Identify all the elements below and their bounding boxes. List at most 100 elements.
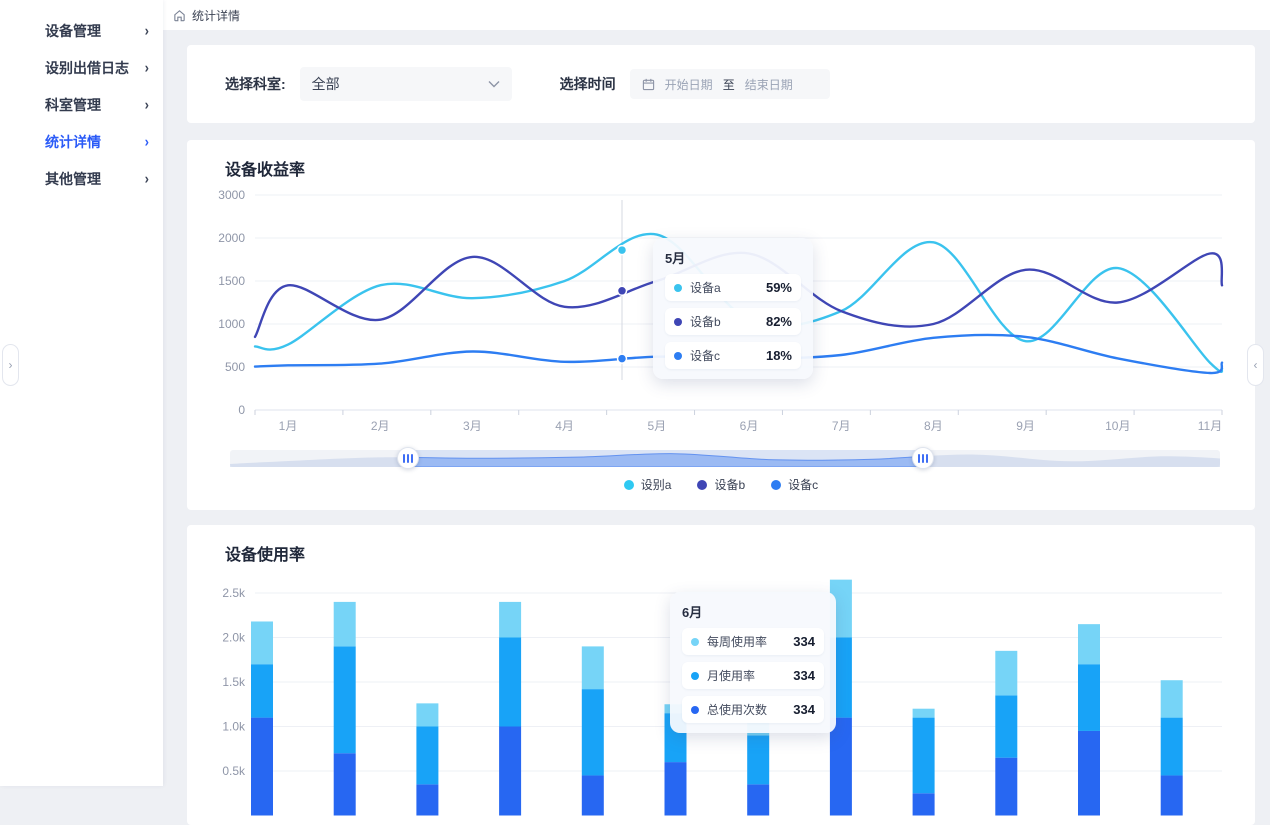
y-axis-label: 2.5k (222, 586, 246, 600)
bar-segment-8月-0[interactable] (829, 717, 852, 816)
x-axis-label: 10月 (1105, 419, 1130, 433)
bar-segment-12月-2[interactable] (1160, 680, 1183, 718)
tooltip-title: 5月 (665, 251, 686, 266)
datazoom-left-handle[interactable] (397, 447, 420, 469)
series-dot (691, 705, 699, 714)
datazoom-wave (408, 453, 923, 467)
bar-segment-10月-0[interactable] (995, 757, 1018, 816)
chevron-right-icon: › (144, 170, 149, 187)
usage-chart-tooltip: 6月 每周使用率 334 月使用率 334 总使用次数 334 (670, 592, 836, 733)
bar-segment-5月-0[interactable] (581, 775, 604, 816)
datazoom-right-handle[interactable] (912, 447, 934, 469)
sidebar-expand-button[interactable]: › (2, 344, 19, 386)
tooltip-row: 设备c 18% (665, 342, 801, 369)
chevron-down-icon (488, 81, 500, 88)
bar-segment-3月-1[interactable] (416, 726, 439, 785)
end-date-input[interactable]: 结束日期 (744, 77, 793, 92)
y-axis-label: 2000 (218, 231, 245, 245)
sidebar-item-label: 统计详情 (45, 133, 101, 150)
bar-segment-12月-0[interactable] (1160, 775, 1183, 816)
y-axis-label: 1000 (218, 317, 245, 331)
panel-collapse-button[interactable]: ‹ (1247, 344, 1264, 386)
bar-segment-1月-0[interactable] (251, 717, 273, 816)
y-axis-label: 1.0k (222, 720, 246, 734)
usage-chart-title: 设备使用率 (225, 547, 306, 564)
sidebar-item-lending-log[interactable]: 设别出借日志 › (0, 49, 163, 86)
bar-segment-10月-1[interactable] (995, 695, 1018, 758)
department-select[interactable]: 全部 (299, 67, 512, 101)
bar-segment-2月-0[interactable] (333, 753, 356, 816)
time-filter-label: 选择时间 (559, 76, 616, 92)
bar-segment-3月-2[interactable] (416, 703, 439, 727)
bar-segment-9月-0[interactable] (912, 793, 935, 816)
start-date-input[interactable]: 开始日期 (664, 77, 713, 92)
bar-segment-4月-2[interactable] (499, 601, 522, 638)
x-axis-label: 2月 (371, 419, 390, 433)
chevron-right-icon: › (144, 59, 149, 76)
sidebar-item-statistics-detail[interactable]: 统计详情 › (0, 123, 163, 160)
bar-segment-1月-1[interactable] (251, 664, 273, 718)
datazoom-window[interactable] (408, 450, 923, 467)
revenue-chart-card: 设备收益率 0 500 1000 1500 2000 3000 1月 2月 3月 4月 5月 6月 7月… (187, 140, 1255, 510)
y-axis-label: 0 (238, 403, 245, 417)
bar-segment-7月-0[interactable] (747, 784, 770, 816)
x-axis-label: 8月 (924, 419, 943, 433)
datazoom-slider[interactable] (230, 447, 1220, 469)
sidebar-item-department-management[interactable]: 科室管理 › (0, 86, 163, 123)
bar-segment-12月-1[interactable] (1160, 717, 1183, 776)
bar-segment-2月-1[interactable] (333, 646, 356, 754)
department-select-value: 全部 (311, 76, 340, 92)
bar-segment-11月-1[interactable] (1078, 664, 1100, 731)
y-axis-label: 3000 (218, 188, 245, 202)
bar-segment-1月-2[interactable] (251, 621, 273, 665)
x-axis-label: 9月 (1016, 419, 1035, 433)
y-axis-label: 1500 (218, 274, 245, 288)
x-axis-label: 7月 (832, 419, 851, 433)
bar-segment-3月-0[interactable] (416, 784, 439, 816)
x-axis-label: 5月 (647, 419, 666, 433)
bar-segment-9月-2[interactable] (912, 708, 935, 718)
bar-segment-7月-1[interactable] (747, 735, 770, 785)
revenue-chart-tooltip: 5月 设备a 59% 设备b 82% 设备c 18% (653, 238, 813, 379)
legend-item-device-a[interactable]: 设别a (623, 476, 671, 493)
x-axis-label: 4月 (555, 419, 574, 433)
filter-bar: 选择科室: 全部 选择时间 开始日期 至 结束日期 (187, 45, 1255, 123)
x-axis-label: 6月 (740, 419, 759, 433)
x-axis-label: 11月 (1198, 419, 1222, 433)
bar-segment-4月-1[interactable] (499, 637, 522, 727)
series-dot (674, 283, 682, 292)
bar-segment-5月-2[interactable] (581, 646, 604, 690)
y-axis-label: 0.5k (222, 764, 246, 778)
y-axis-label: 500 (225, 360, 245, 374)
chevron-right-icon: › (144, 22, 149, 39)
revenue-chart-legend: 设别a 设备b 设备c (187, 476, 1255, 493)
date-range-picker[interactable]: 开始日期 至 结束日期 (629, 69, 830, 99)
tooltip-row: 设备a 59% (665, 274, 801, 301)
chevron-right-icon: › (144, 96, 149, 113)
chevron-right-icon: › (144, 133, 149, 150)
bar-segment-2月-2[interactable] (333, 601, 356, 647)
x-axis-label: 1月 (279, 419, 298, 433)
bar-segment-6月-0[interactable] (664, 762, 687, 816)
bar-segment-10月-2[interactable] (995, 650, 1018, 696)
bar-segment-9月-1[interactable] (912, 717, 935, 794)
legend-item-device-b[interactable]: 设备b (697, 476, 745, 493)
home-icon[interactable] (173, 9, 186, 22)
legend-item-device-c[interactable]: 设备c (771, 476, 818, 493)
department-filter-label: 选择科室: (225, 76, 286, 92)
revenue-line-chart: 0 500 1000 1500 2000 3000 1月 2月 3月 4月 5月 6月 7月 8月 9月 10… (218, 188, 1224, 433)
bar-segment-11月-0[interactable] (1078, 730, 1100, 816)
calendar-icon (642, 78, 654, 90)
sidebar-item-device-management[interactable]: 设备管理 › (0, 12, 163, 49)
bar-segment-5月-1[interactable] (581, 689, 604, 776)
legend-dot (697, 479, 708, 490)
series-dot (674, 317, 682, 326)
tooltip-row: 月使用率 334 (682, 662, 824, 689)
bar-segment-11月-2[interactable] (1078, 624, 1100, 665)
bar-segment-4月-0[interactable] (499, 726, 522, 816)
usage-chart-card: 设备使用率 0.5k 1.0k 1.5k 2.0k 2.5k 6月 每周使用率 334 … (187, 525, 1255, 825)
breadcrumb[interactable]: 统计详情 (192, 8, 241, 23)
sidebar-item-other-management[interactable]: 其他管理 › (0, 160, 163, 197)
tooltip-row: 设备b 82% (665, 308, 801, 335)
date-range-separator: 至 (722, 77, 735, 92)
